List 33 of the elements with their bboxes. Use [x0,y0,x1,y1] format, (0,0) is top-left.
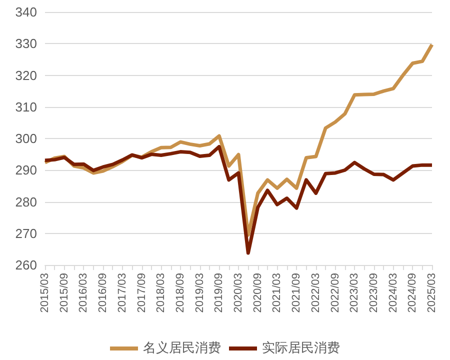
x-tick-label: 2016/03 [78,273,90,313]
x-tick-label: 2024/09 [406,273,419,313]
x-tick-label: 2019/03 [194,273,206,313]
y-tick-label: 280 [15,194,37,210]
x-tick-label: 2017/09 [136,273,148,313]
x-tick-label: 2017/03 [116,273,128,313]
x-tick-label: 2025/03 [426,273,438,313]
x-tick-label: 2015/03 [39,273,51,313]
x-tick-label: 2018/09 [174,273,186,313]
x-tick-label: 2023/09 [368,273,380,313]
x-tick-label: 2021/09 [290,273,303,313]
x-tick-label: 2018/03 [155,273,168,313]
x-tick-label: 2019/09 [213,273,226,313]
y-tick-label: 330 [15,36,37,52]
y-tick-label: 270 [15,226,37,241]
x-tick-label: 2020/09 [252,273,264,313]
x-tick-label: 2020/03 [232,273,244,313]
x-tick-label: 2015/09 [58,273,70,313]
legend-label: 实际居民消费 [262,341,340,356]
x-tick-label: 2016/09 [97,273,110,313]
x-tick-label: 2022/09 [329,273,342,313]
y-tick-label: 340 [15,4,37,20]
x-tick-label: 2022/03 [310,273,322,313]
x-tick-label: 2024/03 [387,273,400,313]
line-series [43,144,434,255]
y-tick-label: 260 [15,258,37,272]
x-tick-label: 2023/03 [348,273,361,313]
x-tick-label: 2021/03 [271,273,284,313]
legend-label: 名义居民消费 [143,341,221,356]
y-tick-label: 290 [15,162,37,178]
y-tick-label: 310 [15,99,37,114]
y-tick-label: 320 [15,68,37,83]
y-tick-label: 300 [15,131,37,146]
